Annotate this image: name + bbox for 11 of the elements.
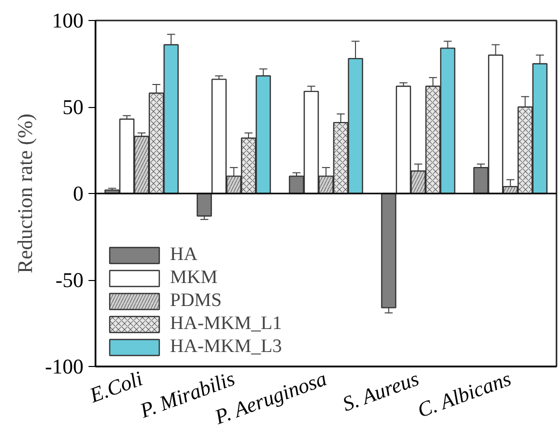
legend-label: MKM xyxy=(170,267,218,289)
y-tick-label: 50 xyxy=(62,95,84,119)
y-tick-label: 100 xyxy=(52,8,84,32)
y-tick-label: -50 xyxy=(56,268,84,292)
legend-label: HA-MKM_L3 xyxy=(170,336,282,358)
y-tick-label: 0 xyxy=(73,182,84,206)
legend-label: HA-MKM_L1 xyxy=(170,313,282,335)
y-tick-label: -100 xyxy=(45,354,84,378)
y-axis-title: Reduction rate (%) xyxy=(13,114,38,274)
legend-label: PDMS xyxy=(170,290,222,312)
legend-label: HA xyxy=(170,244,198,266)
